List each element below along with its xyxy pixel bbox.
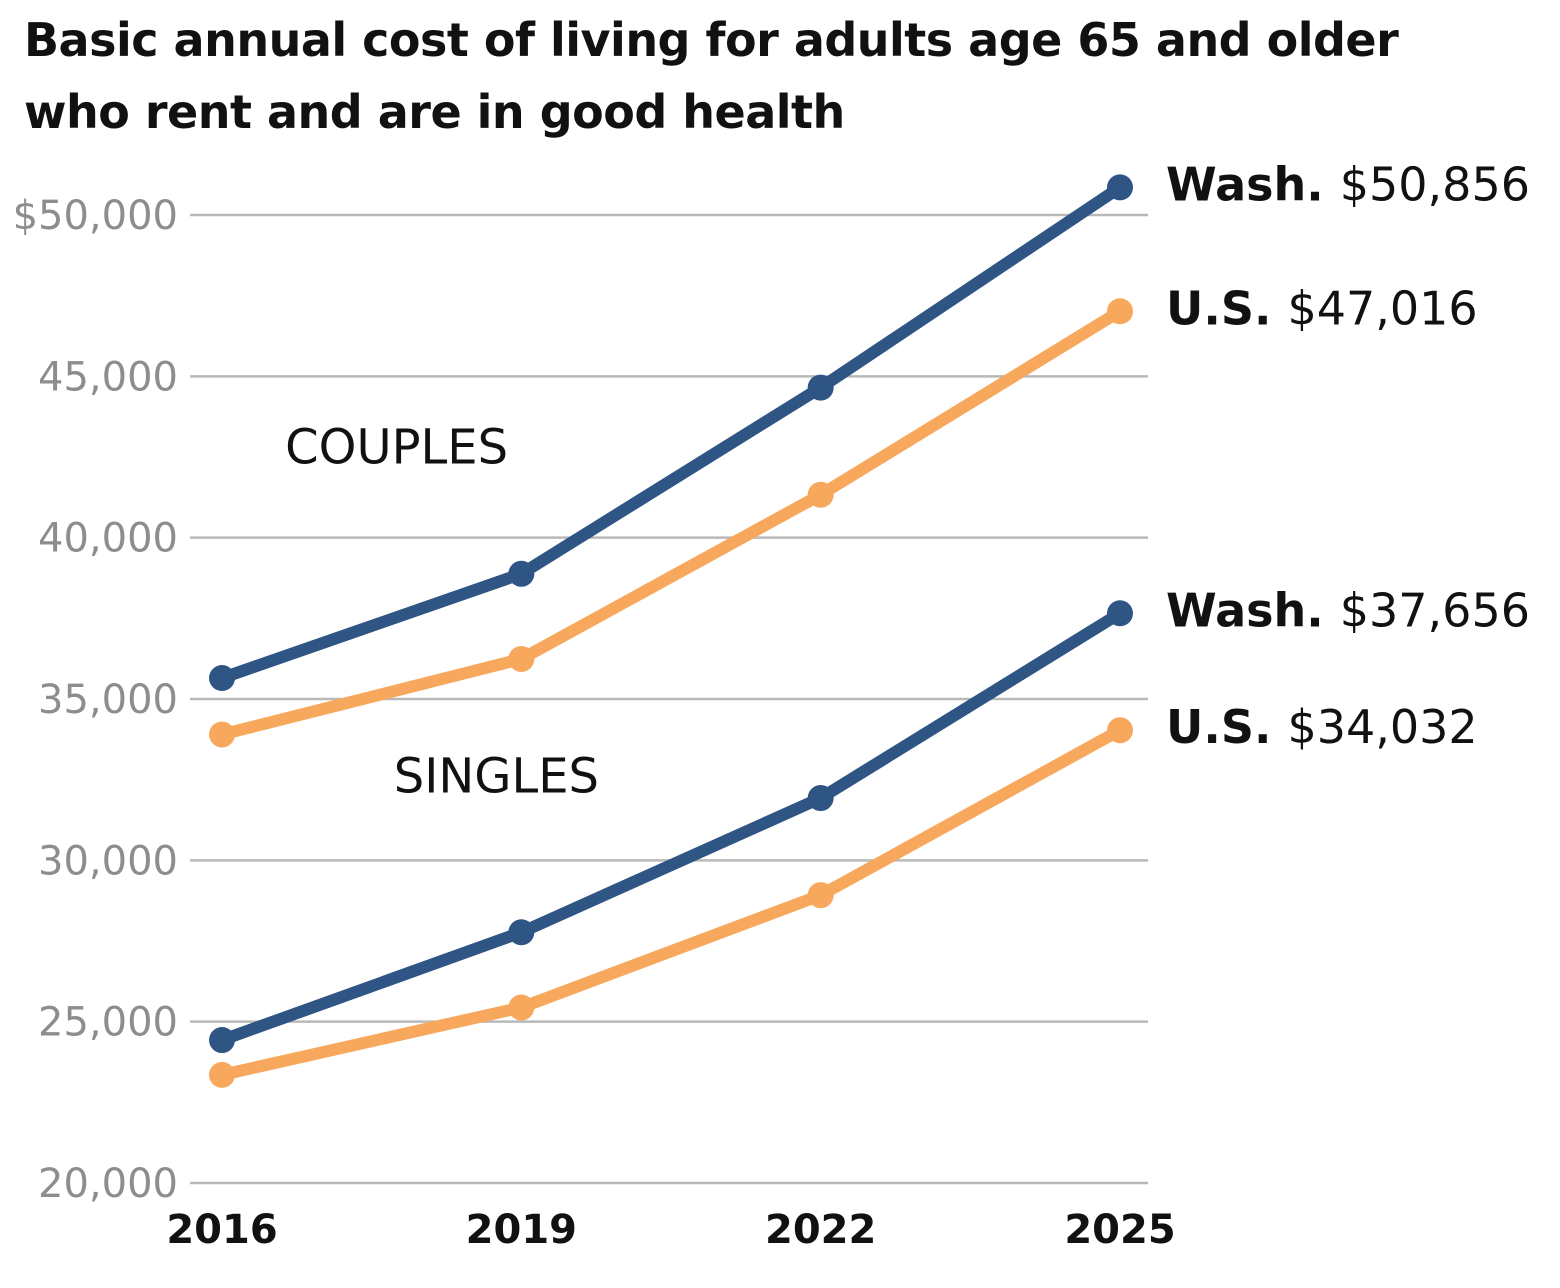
- end-label-value: $37,656: [1340, 583, 1530, 637]
- end-label-value: $47,016: [1287, 281, 1477, 335]
- series-line: [216, 305, 1126, 741]
- group-labels: COUPLES SINGLES: [285, 419, 599, 804]
- series-line: [216, 724, 1126, 1081]
- chart-title-line-2: who rent and are in good health: [24, 85, 845, 139]
- end-label: Wash. $50,856: [1166, 157, 1530, 211]
- data-point: [209, 665, 235, 692]
- data-point: [807, 481, 834, 508]
- data-point: [508, 560, 535, 587]
- y-tick-label: 35,000: [38, 677, 178, 723]
- y-tick-label: $50,000: [13, 193, 178, 239]
- series-line: [216, 181, 1126, 685]
- data-point: [508, 994, 535, 1021]
- data-point: [209, 721, 235, 748]
- x-tick-label: 2019: [466, 1207, 577, 1253]
- group-label: COUPLES: [285, 419, 508, 475]
- end-label-series-name: Wash.: [1166, 157, 1324, 211]
- data-point: [1107, 717, 1133, 744]
- y-tick-label: 45,000: [38, 354, 178, 400]
- data-point: [209, 1027, 235, 1054]
- end-label: Wash. $37,656: [1166, 583, 1530, 637]
- y-tick-label: 25,000: [38, 1000, 178, 1046]
- end-value-labels: Wash. $50,856 U.S. $47,016 Wash. $37,656 U.S. $…: [1166, 157, 1530, 754]
- x-tick-label: 2025: [1064, 1207, 1175, 1253]
- chart-title: Basic annual cost of living for adults a…: [24, 4, 1524, 148]
- y-axis-tick-labels: 20,000 25,000 30,000 35,000 40,000 45,000 $50,…: [13, 193, 178, 1207]
- data-point: [1107, 600, 1133, 627]
- grid-lines: [190, 213, 1148, 1185]
- data-point: [807, 374, 834, 401]
- data-point: [1107, 298, 1133, 325]
- data-point: [1107, 174, 1133, 201]
- group-label: SINGLES: [394, 749, 599, 805]
- end-label-value: $34,032: [1287, 700, 1477, 754]
- x-axis-tick-labels: 2016 2019 2022 2025: [166, 1207, 1175, 1253]
- chart-title-line-1: Basic annual cost of living for adults a…: [24, 13, 1399, 67]
- data-point: [508, 919, 535, 946]
- end-label-series-name: Wash.: [1166, 583, 1324, 637]
- end-label: U.S. $34,032: [1166, 700, 1478, 754]
- y-tick-label: 40,000: [38, 516, 178, 562]
- y-tick-label: 20,000: [38, 1161, 178, 1207]
- data-point: [807, 785, 834, 812]
- series-line: [216, 607, 1126, 1047]
- x-tick-label: 2016: [166, 1207, 277, 1253]
- end-label-series-name: U.S.: [1166, 281, 1271, 335]
- data-point: [209, 1061, 235, 1088]
- y-tick-label: 30,000: [38, 838, 178, 884]
- end-label-value: $50,856: [1340, 157, 1530, 211]
- data-point: [807, 882, 834, 909]
- end-label: U.S. $47,016: [1166, 281, 1478, 335]
- x-tick-label: 2022: [765, 1207, 876, 1253]
- end-label-series-name: U.S.: [1166, 700, 1271, 754]
- series-lines: [209, 174, 1133, 1088]
- data-point: [508, 645, 535, 672]
